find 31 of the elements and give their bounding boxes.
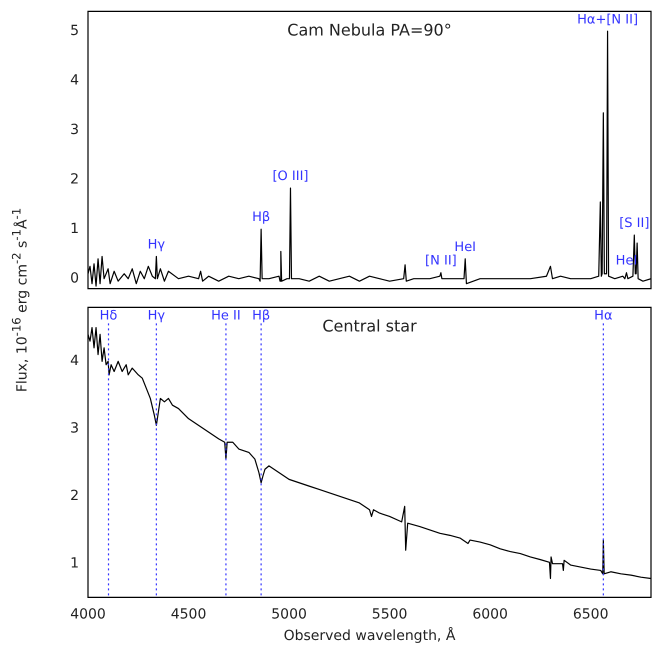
- annotation: [O III]: [272, 168, 308, 184]
- x-axis-title: Observed wavelength, Å: [284, 627, 456, 644]
- annotation: [S II]: [619, 216, 650, 232]
- ref-line-label: He II: [211, 308, 241, 324]
- y-tick-label: 5: [70, 22, 79, 39]
- y-tick-label: 4: [70, 352, 80, 369]
- x-tick-label: 5500: [372, 606, 408, 622]
- annotation: Hα+[N II]: [577, 12, 638, 28]
- x-tick-label: 6000: [472, 606, 508, 622]
- ref-line-label: Hα: [594, 308, 613, 324]
- text: Cam Nebula PA=90°: [287, 20, 452, 40]
- x-tick-label: 5000: [271, 606, 307, 622]
- ref-line-label: Hδ: [100, 308, 118, 324]
- ref-line-label: Hγ: [148, 308, 166, 324]
- annotation: Hγ: [148, 237, 166, 252]
- y-tick-label: 2: [70, 171, 79, 188]
- y-tick-label: 2: [70, 488, 79, 504]
- text: Central star: [322, 316, 418, 336]
- y-tick-label: 1: [70, 220, 79, 237]
- x-tick-label: 6500: [572, 606, 608, 622]
- x-tick-label: 4000: [70, 606, 106, 622]
- y-tick-label: 1: [70, 555, 79, 572]
- x-tick-label: 4500: [170, 606, 206, 622]
- annotation: HeI: [454, 240, 476, 255]
- annotation: Hβ: [252, 210, 270, 226]
- y-tick-label: 0: [70, 270, 79, 286]
- y-tick-label: 3: [70, 122, 79, 138]
- ref-line-label: Hβ: [252, 308, 270, 324]
- y-tick-label: 3: [70, 420, 79, 436]
- annotation: [N II]: [425, 254, 457, 269]
- y-tick-label: 4: [70, 72, 80, 88]
